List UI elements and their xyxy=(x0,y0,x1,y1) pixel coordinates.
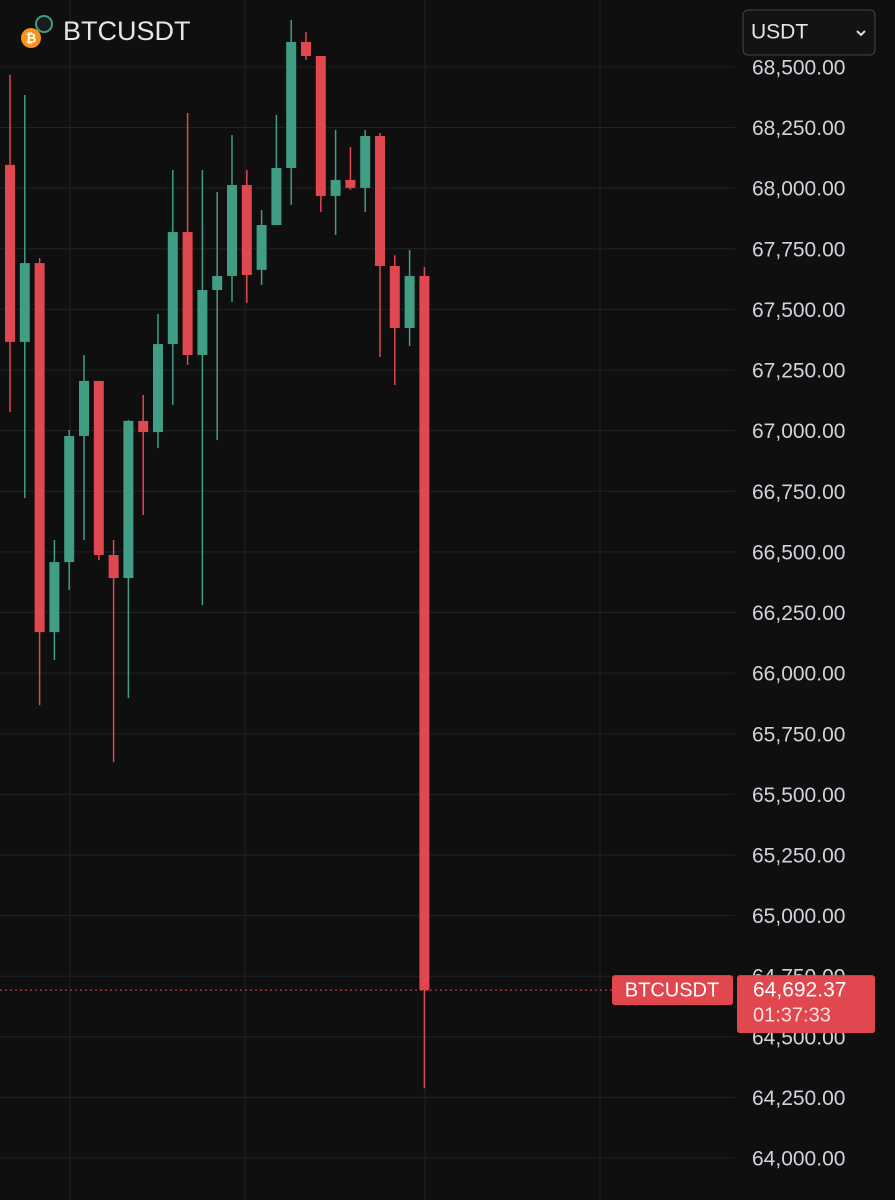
grid xyxy=(0,66,735,1159)
header: ₿ BTCUSDT xyxy=(21,15,191,48)
currency-dropdown[interactable]: USDT xyxy=(742,9,876,56)
candle-body xyxy=(330,179,341,196)
candle-body xyxy=(5,164,15,342)
y-tick-label: 65,500.00 xyxy=(752,784,845,807)
candle-body xyxy=(227,185,237,276)
y-tick-label: 68,500.00 xyxy=(752,56,845,79)
candle-body xyxy=(315,56,326,196)
y-tick-label: 67,500.00 xyxy=(752,299,845,322)
y-tick-label: 68,250.00 xyxy=(752,117,845,140)
candle-body xyxy=(389,265,400,329)
candle-body xyxy=(212,275,223,290)
y-tick-label: 66,000.00 xyxy=(752,663,845,686)
last-price-label: 64,692.37 xyxy=(753,979,846,1002)
y-tick-label: 65,250.00 xyxy=(752,845,845,868)
candle-body xyxy=(138,420,149,433)
y-tick-label: 64,000.00 xyxy=(752,1148,845,1171)
candle-body xyxy=(123,420,134,579)
exchange-badge xyxy=(35,15,53,33)
y-tick-label: 66,750.00 xyxy=(752,481,845,504)
candle-body xyxy=(64,435,75,563)
countdown-label: 01:37:33 xyxy=(753,1004,831,1026)
price-tag-box xyxy=(612,975,733,1006)
price-tag-label: BTCUSDT xyxy=(625,979,719,1001)
symbol-title: BTCUSDT xyxy=(63,16,191,46)
candle-body xyxy=(34,263,45,633)
candle-body xyxy=(241,185,252,275)
candle-body xyxy=(108,555,119,579)
y-tick-label: 64,250.00 xyxy=(752,1087,845,1110)
candle-body xyxy=(182,232,193,355)
coin-icon xyxy=(21,28,41,48)
candle-body xyxy=(19,263,30,342)
candle-body xyxy=(375,136,385,266)
candle-body xyxy=(49,562,60,633)
candle-body xyxy=(345,179,356,188)
candle-body xyxy=(167,232,178,345)
dropdown-label[interactable]: USDT xyxy=(751,21,808,44)
y-tick-label: 66,500.00 xyxy=(752,541,845,564)
y-tick-label: 67,750.00 xyxy=(752,238,845,261)
y-tick-label: 67,000.00 xyxy=(752,420,845,443)
candle-body xyxy=(360,136,371,188)
candle-body xyxy=(93,380,104,556)
y-tick-label: 65,750.00 xyxy=(752,723,845,746)
candle-body xyxy=(256,225,267,270)
last-price-box xyxy=(737,975,875,1034)
candle-body xyxy=(197,289,208,355)
dropdown-chevron[interactable] xyxy=(856,30,866,37)
candle-body xyxy=(419,275,430,991)
coin-icon-glyph: ₿ xyxy=(26,30,37,45)
y-tick-label: 68,000.00 xyxy=(752,178,845,201)
y-tick-label: 66,250.00 xyxy=(752,602,845,625)
candles xyxy=(5,19,430,1089)
y-tick-label: 67,250.00 xyxy=(752,360,845,383)
candle-body xyxy=(153,344,163,433)
candle-body xyxy=(79,380,89,436)
candle-body xyxy=(271,168,282,226)
candle-body xyxy=(301,41,311,57)
candle-body xyxy=(404,275,415,329)
candle-body xyxy=(286,41,297,169)
y-tick-label: 65,000.00 xyxy=(752,905,845,928)
dropdown-box[interactable] xyxy=(742,9,876,56)
